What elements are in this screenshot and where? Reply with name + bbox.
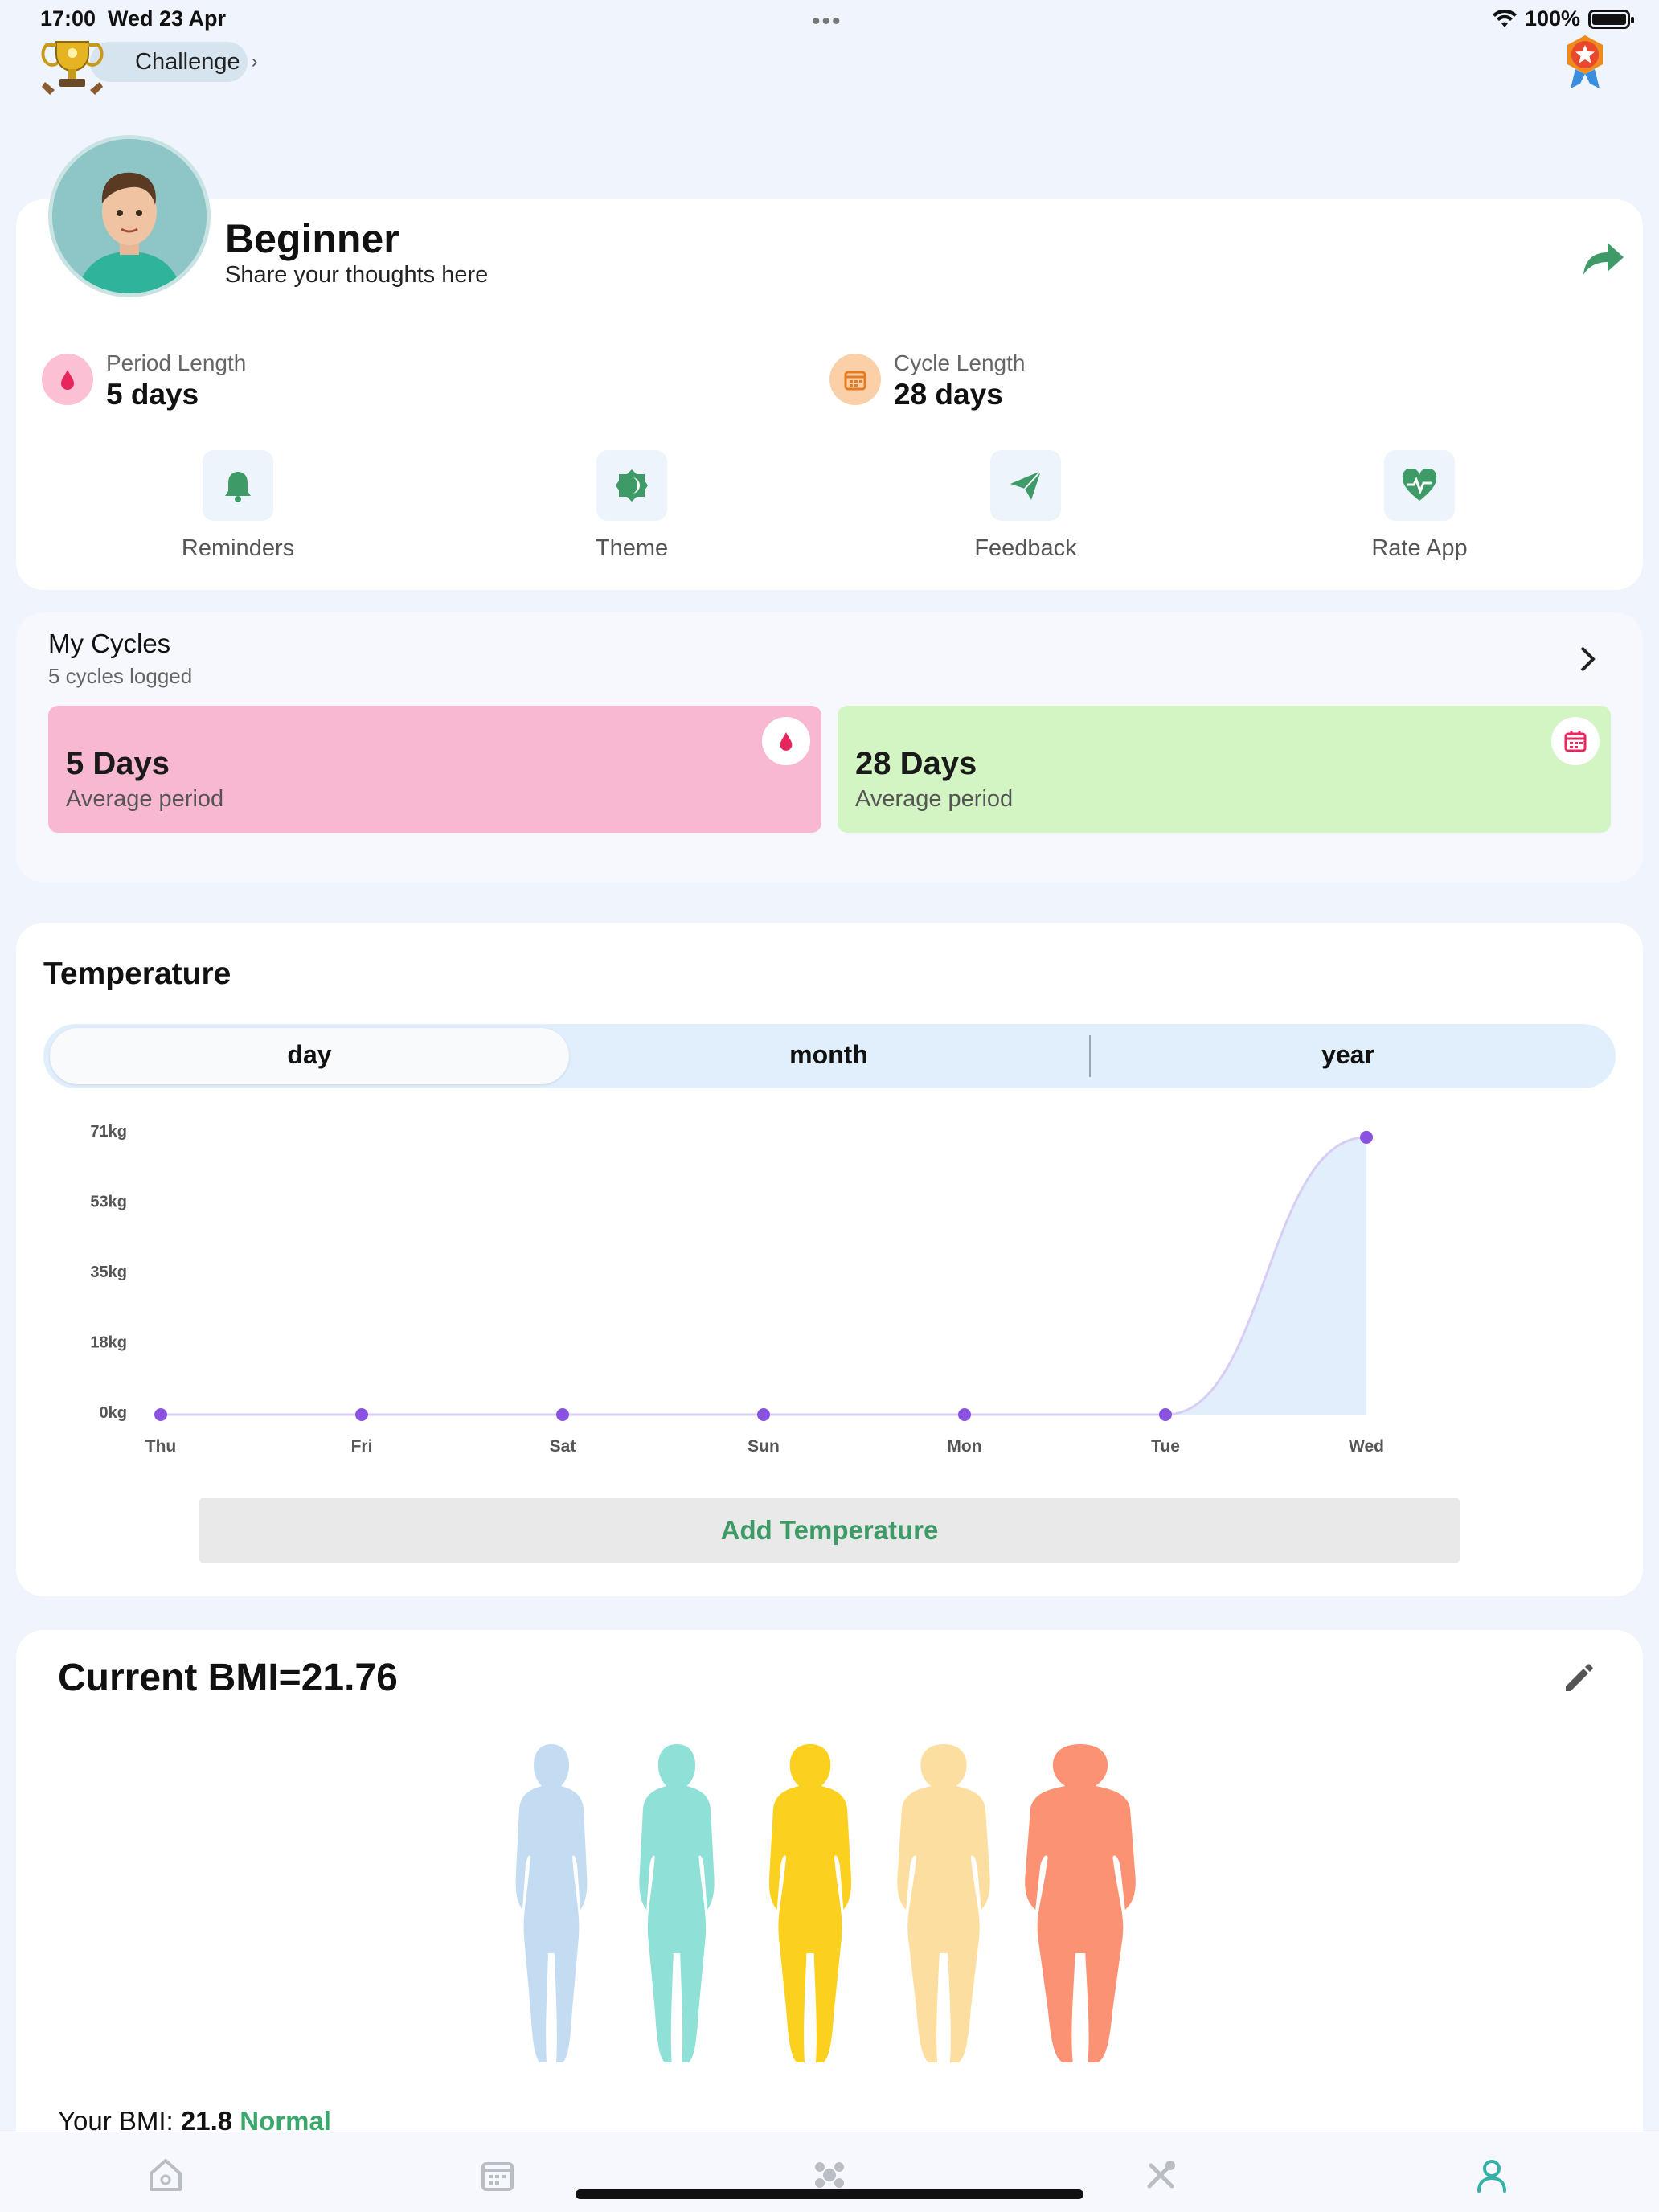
- rate-app-label: Rate App: [1371, 535, 1468, 561]
- calendar-icon[interactable]: [478, 2156, 517, 2194]
- cycle-length-stat: [830, 354, 881, 405]
- segment-selected-indicator: [50, 1028, 569, 1084]
- data-point: [154, 1408, 167, 1421]
- your-bmi-line: Your BMI: 21.8 Normal: [58, 2106, 331, 2136]
- data-point: [556, 1408, 569, 1421]
- calendar-icon: [830, 354, 881, 405]
- x-tick-label: Wed: [1349, 1437, 1384, 1456]
- battery-percent: 100%: [1524, 6, 1580, 31]
- period-length-label: Period Length: [106, 350, 247, 375]
- challenge-label: Challenge: [135, 48, 240, 75]
- chevron-right-icon[interactable]: [1575, 643, 1600, 675]
- y-tick-label: 0kg: [100, 1404, 127, 1422]
- theme-label: Theme: [595, 535, 669, 561]
- challenge-button[interactable]: Challenge ›: [90, 42, 258, 82]
- cycle-length-value: 28 days: [894, 378, 1003, 411]
- flower-icon[interactable]: [810, 2156, 849, 2194]
- chevron-right-icon: ›: [251, 51, 258, 72]
- profile-prompt[interactable]: Share your thoughts here: [225, 262, 489, 288]
- average-cycle-tile[interactable]: 28 Days Average period: [838, 706, 1611, 833]
- average-period-label: Average period: [66, 786, 224, 812]
- heart-pulse-icon: [1384, 450, 1455, 521]
- segment-day[interactable]: day: [287, 1040, 332, 1069]
- average-cycle-label: Average period: [855, 786, 1014, 812]
- x-tick-label: Fri: [351, 1437, 373, 1456]
- pencil-icon[interactable]: [1563, 1662, 1595, 1694]
- segment-month[interactable]: month: [789, 1040, 868, 1069]
- avatar-illustration: [52, 139, 207, 293]
- reminders-button[interactable]: Reminders: [117, 450, 358, 562]
- data-point: [1360, 1130, 1373, 1144]
- drop-icon: [762, 717, 810, 765]
- series-area: [161, 1137, 1366, 1415]
- medal-icon[interactable]: [1561, 34, 1609, 90]
- status-date: Wed 23 Apr: [108, 6, 227, 31]
- data-point: [355, 1408, 368, 1421]
- feedback-button[interactable]: Feedback: [905, 450, 1146, 562]
- x-tick-label: Tue: [1151, 1437, 1180, 1456]
- bmi-body-figures: [515, 1744, 1136, 2062]
- theme-button[interactable]: Theme: [511, 450, 752, 562]
- tools-icon[interactable]: [1141, 2156, 1180, 2194]
- status-right: 100%: [1492, 6, 1634, 31]
- period-length-value: 5 days: [106, 378, 199, 411]
- y-tick-label: 18kg: [90, 1334, 127, 1352]
- segment-divider: [1089, 1035, 1091, 1077]
- profile-level: Beginner: [225, 216, 399, 261]
- bmi-figure: [515, 1744, 588, 2062]
- wifi-icon: [1492, 9, 1517, 27]
- data-point: [958, 1408, 971, 1421]
- segment-year[interactable]: year: [1321, 1040, 1374, 1069]
- average-cycle-value: 28 Days: [855, 746, 977, 781]
- bmi-figure: [768, 1744, 852, 2062]
- home-icon[interactable]: [146, 2156, 185, 2194]
- your-bmi-value: 21.8: [180, 2106, 233, 2136]
- theme-icon: [596, 450, 667, 521]
- bmi-figure: [639, 1744, 715, 2062]
- x-tick-label: Mon: [947, 1437, 981, 1456]
- battery-icon: [1588, 9, 1634, 29]
- add-temperature-button[interactable]: Add Temperature: [199, 1498, 1460, 1563]
- bell-icon: [203, 450, 273, 521]
- profile-card: [16, 199, 1643, 590]
- cycle-length-label: Cycle Length: [894, 350, 1026, 375]
- paper-plane-icon: [990, 450, 1061, 521]
- x-tick-label: Sat: [550, 1437, 576, 1456]
- temperature-chart: 0kg 18kg 35kg 53kg 71kg Thu Fri Sat Sun Mon Tue Wed: [90, 1123, 1384, 1456]
- bmi-figure: [1025, 1744, 1136, 2062]
- y-tick-label: 71kg: [90, 1123, 127, 1141]
- y-tick-label: 53kg: [90, 1194, 127, 1211]
- temperature-title: Temperature: [43, 956, 231, 991]
- share-icon[interactable]: [1580, 238, 1625, 278]
- reminders-label: Reminders: [181, 535, 295, 561]
- drop-icon: [42, 354, 93, 405]
- calendar-icon: [1551, 717, 1600, 765]
- x-tick-label: Thu: [145, 1437, 176, 1456]
- bmi-title: Current BMI=21.76: [58, 1657, 398, 1699]
- your-bmi-label: Your BMI:: [58, 2106, 174, 2136]
- my-cycles-title: My Cycles: [48, 629, 171, 658]
- data-point: [757, 1408, 770, 1421]
- period-length-stat: [42, 354, 93, 405]
- feedback-label: Feedback: [974, 535, 1077, 561]
- my-cycles-subtitle: 5 cycles logged: [48, 664, 193, 688]
- bmi-status: Normal: [240, 2106, 331, 2136]
- data-point: [1159, 1408, 1172, 1421]
- status-time: 17:00: [40, 6, 96, 31]
- x-tick-label: Sun: [748, 1437, 780, 1456]
- bmi-figure: [897, 1744, 990, 2062]
- multitask-dots[interactable]: •••: [812, 8, 842, 35]
- avatar[interactable]: [48, 135, 211, 297]
- y-tick-label: 35kg: [90, 1264, 127, 1281]
- rate-app-button[interactable]: Rate App: [1299, 450, 1540, 562]
- profile-icon[interactable]: [1473, 2156, 1511, 2194]
- average-period-tile[interactable]: 5 Days Average period: [48, 706, 821, 833]
- average-period-value: 5 Days: [66, 746, 170, 781]
- series-line: [160, 1136, 1367, 1416]
- trophy-icon[interactable]: [39, 31, 106, 98]
- home-indicator: [576, 2189, 1083, 2199]
